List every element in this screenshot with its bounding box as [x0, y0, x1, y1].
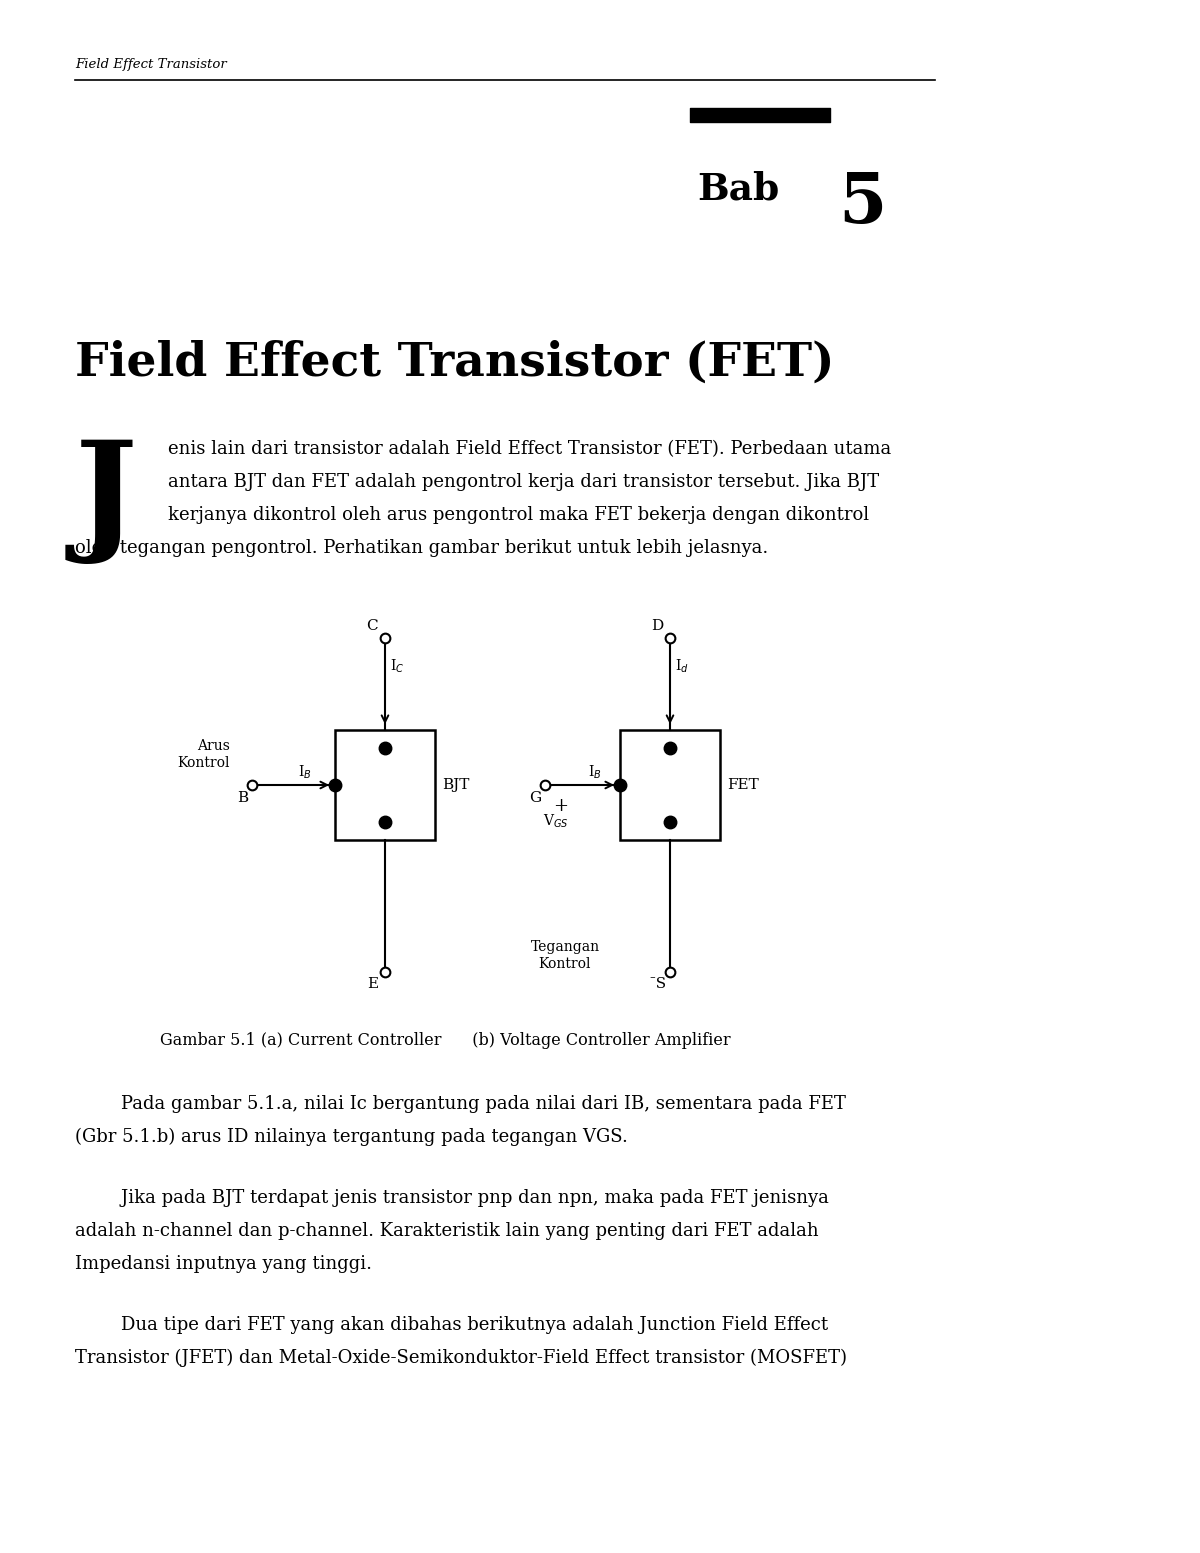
Text: Pada gambar 5.1.a, nilai Ic bergantung pada nilai dari IB, sementara pada FET: Pada gambar 5.1.a, nilai Ic bergantung p… [74, 1095, 846, 1114]
Text: FET: FET [727, 778, 758, 792]
Text: Bab: Bab [697, 169, 779, 207]
Text: BJT: BJT [442, 778, 469, 792]
Text: I$_B$: I$_B$ [588, 764, 601, 781]
Text: G: G [529, 790, 541, 804]
Text: 5: 5 [838, 169, 887, 238]
Text: Transistor (JFET) dan Metal-Oxide-Semikonduktor-Field Effect transistor (MOSFET): Transistor (JFET) dan Metal-Oxide-Semiko… [74, 1350, 847, 1367]
Text: Impedansi inputnya yang tinggi.: Impedansi inputnya yang tinggi. [74, 1255, 372, 1273]
Text: ¯S: ¯S [648, 977, 666, 991]
Text: D: D [650, 620, 662, 634]
Text: I$_B$: I$_B$ [299, 764, 312, 781]
Text: Jika pada BJT terdapat jenis transistor pnp dan npn, maka pada FET jenisnya: Jika pada BJT terdapat jenis transistor … [74, 1190, 829, 1207]
Text: J: J [74, 435, 138, 564]
Text: antara BJT dan FET adalah pengontrol kerja dari transistor tersebut. Jika BJT: antara BJT dan FET adalah pengontrol ker… [168, 474, 880, 491]
Text: Field Effect Transistor: Field Effect Transistor [74, 57, 227, 71]
Text: Tegangan
Kontrol: Tegangan Kontrol [530, 940, 600, 971]
Text: Field Effect Transistor (FET): Field Effect Transistor (FET) [74, 340, 834, 387]
Text: I$_C$: I$_C$ [390, 657, 404, 674]
Bar [335, 730, 436, 840]
Text: +: + [553, 797, 568, 815]
Bar [620, 730, 720, 840]
Text: Arus
Kontrol: Arus Kontrol [178, 739, 230, 770]
Text: Gambar 5.1 (a) Current Controller      (b) Voltage Controller Amplifier: Gambar 5.1 (a) Current Controller (b) Vo… [160, 1033, 731, 1048]
Text: Dua tipe dari FET yang akan dibahas berikutnya adalah Junction Field Effect: Dua tipe dari FET yang akan dibahas beri… [74, 1315, 828, 1334]
Text: C: C [366, 620, 378, 634]
Text: adalah n-channel dan p-channel. Karakteristik lain yang penting dari FET adalah: adalah n-channel dan p-channel. Karakter… [74, 1222, 818, 1239]
Text: kerjanya dikontrol oleh arus pengontrol maka FET bekerja dengan dikontrol: kerjanya dikontrol oleh arus pengontrol … [168, 506, 869, 523]
Text: E: E [367, 977, 378, 991]
Text: (Gbr 5.1.b) arus ID nilainya tergantung pada tegangan VGS.: (Gbr 5.1.b) arus ID nilainya tergantung … [74, 1127, 628, 1146]
Text: B: B [236, 790, 248, 804]
Text: oleh tegangan pengontrol. Perhatikan gambar berikut untuk lebih jelasnya.: oleh tegangan pengontrol. Perhatikan gam… [74, 539, 768, 558]
Text: enis lain dari transistor adalah Field Effect Transistor (FET). Perbedaan utama: enis lain dari transistor adalah Field E… [168, 439, 892, 458]
Text: V$_{GS}$: V$_{GS}$ [542, 814, 569, 831]
Text: I$_d$: I$_d$ [674, 657, 689, 674]
